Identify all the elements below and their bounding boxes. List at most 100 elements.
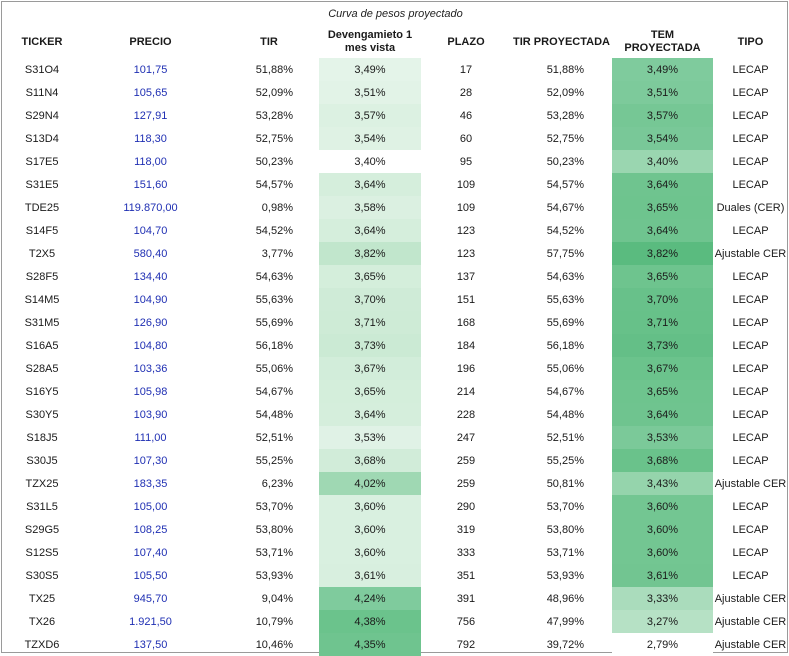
- cell-ticker: S30J5: [26, 454, 58, 467]
- table-row: T2X5 580,40 3,77% 3,82% 123 57,75% 3,82% Ajusta…: [2, 242, 788, 265]
- cell-tir: 53,80%: [255, 523, 293, 536]
- cell-tir-proyectada: 55,06%: [546, 362, 584, 375]
- cell-precio: 104,80: [133, 339, 168, 352]
- table-row: S30J5 107,30 55,25% 3,68% 259 55,25% 3,68% LECA…: [2, 449, 788, 472]
- cell-precio: 111,00: [134, 431, 167, 444]
- cell-tem-proyectada: 3,67%: [612, 357, 713, 380]
- cell-tem-proyectada: 3,65%: [612, 380, 713, 403]
- cell-devengamiento: 4,02%: [319, 472, 421, 495]
- cell-tipo: LECAP: [732, 316, 769, 329]
- cell-precio: 119.870,00: [123, 201, 178, 214]
- table-row: S13D4 118,30 52,75% 3,54% 60 52,75% 3,54% LECAP: [2, 127, 788, 150]
- cell-precio: 127,91: [133, 109, 168, 122]
- cell-tir-proyectada: 55,25%: [546, 454, 584, 467]
- cell-tir: 54,67%: [255, 385, 293, 398]
- cell-ticker: TX26: [28, 615, 56, 628]
- table-row: S28A5 103,36 55,06% 3,67% 196 55,06% 3,67% LECA…: [2, 357, 788, 380]
- cell-tipo: LECAP: [732, 270, 769, 283]
- table-row: S18J5 111,00 52,51% 3,53% 247 52,51% 3,53% LECA…: [2, 426, 788, 449]
- cell-ticker: S18J5: [26, 431, 58, 444]
- cell-ticker: TZX25: [25, 477, 59, 490]
- cell-tipo: Duales (CER): [716, 201, 785, 214]
- cell-tir: 10,46%: [255, 638, 293, 651]
- cell-tir: 54,48%: [255, 408, 293, 421]
- header-row: TICKER PRECIO TIR Devengamieto 1 mes vis…: [2, 26, 788, 58]
- cell-tipo: LECAP: [732, 155, 769, 168]
- cell-plazo: 168: [456, 316, 476, 329]
- bond-curve-table: TICKER PRECIO TIR Devengamieto 1 mes vis…: [2, 26, 788, 656]
- cell-tipo: LECAP: [732, 431, 769, 444]
- cell-tir-proyectada: 55,63%: [546, 293, 584, 306]
- cell-tipo: LECAP: [732, 86, 769, 99]
- table-row: S30Y5 103,90 54,48% 3,64% 228 54,48% 3,64% LECA…: [2, 403, 788, 426]
- header-tir-proyectada: TIR PROYECTADA: [513, 35, 610, 48]
- cell-precio: 103,90: [133, 408, 168, 421]
- cell-tir-proyectada: 54,63%: [546, 270, 584, 283]
- cell-tem-proyectada: 3,57%: [612, 104, 713, 127]
- cell-plazo: 290: [456, 500, 476, 513]
- cell-tem-proyectada: 3,60%: [612, 541, 713, 564]
- cell-tipo: Ajustable CER: [714, 615, 787, 628]
- table-row: S29G5 108,25 53,80% 3,60% 319 53,80% 3,60% LECA…: [2, 518, 788, 541]
- cell-plazo: 184: [456, 339, 476, 352]
- cell-ticker: S16A5: [25, 339, 59, 352]
- cell-ticker: S13D4: [25, 132, 59, 145]
- cell-tir-proyectada: 54,67%: [546, 385, 584, 398]
- cell-tem-proyectada: 2,79%: [612, 633, 713, 656]
- cell-tipo: Ajustable CER: [714, 247, 787, 260]
- cell-tipo: LECAP: [732, 109, 769, 122]
- table-row: S12S5 107,40 53,71% 3,60% 333 53,71% 3,60% LECA…: [2, 541, 788, 564]
- cell-tir-proyectada: 56,18%: [546, 339, 584, 352]
- table-row: TDE25 119.870,00 0,98% 3,58% 109 54,67% 3,65% D…: [2, 196, 788, 219]
- cell-tir-proyectada: 55,69%: [546, 316, 584, 329]
- cell-precio: 101,75: [133, 63, 168, 76]
- cell-plazo: 259: [456, 454, 476, 467]
- cell-tipo: LECAP: [732, 339, 769, 352]
- cell-devengamiento: 3,82%: [319, 242, 421, 265]
- cell-tir-proyectada: 54,52%: [546, 224, 584, 237]
- cell-tipo: LECAP: [732, 385, 769, 398]
- cell-plazo: 196: [456, 362, 476, 375]
- cell-devengamiento: 4,24%: [319, 587, 421, 610]
- cell-tipo: Ajustable CER: [714, 592, 787, 605]
- header-tem-proyectada: TEM PROYECTADA: [624, 29, 701, 54]
- cell-tem-proyectada: 3,65%: [612, 265, 713, 288]
- cell-tem-proyectada: 3,64%: [612, 173, 713, 196]
- cell-precio: 1.921,50: [129, 615, 172, 628]
- cell-tir: 6,23%: [261, 477, 293, 490]
- cell-devengamiento: 3,68%: [319, 449, 421, 472]
- cell-tem-proyectada: 3,71%: [612, 311, 713, 334]
- cell-plazo: 123: [456, 224, 476, 237]
- table-row: S28F5 134,40 54,63% 3,65% 137 54,63% 3,65% LECA…: [2, 265, 788, 288]
- cell-tipo: Ajustable CER: [714, 638, 787, 651]
- header-tipo: TIPO: [737, 35, 764, 48]
- cell-devengamiento: 3,64%: [319, 219, 421, 242]
- cell-tir: 54,63%: [255, 270, 293, 283]
- cell-tir: 0,98%: [261, 201, 293, 214]
- cell-ticker: S14F5: [25, 224, 59, 237]
- cell-devengamiento: 4,35%: [319, 633, 421, 656]
- cell-tipo: LECAP: [732, 546, 769, 559]
- cell-plazo: 756: [456, 615, 476, 628]
- cell-plazo: 228: [456, 408, 476, 421]
- cell-ticker: S30S5: [25, 569, 59, 582]
- cell-precio: 105,50: [133, 569, 168, 582]
- header-ticker: TICKER: [21, 35, 63, 48]
- cell-tipo: LECAP: [732, 63, 769, 76]
- table-row: S31E5 151,60 54,57% 3,64% 109 54,57% 3,64% LECA…: [2, 173, 788, 196]
- table-body: S31O4 101,75 51,88% 3,49% 17 51,88% 3,49% LECAP…: [2, 58, 788, 656]
- cell-tir-proyectada: 57,75%: [546, 247, 584, 260]
- cell-tir-proyectada: 53,70%: [546, 500, 584, 513]
- cell-ticker: S12S5: [25, 546, 59, 559]
- cell-tipo: LECAP: [732, 500, 769, 513]
- cell-tir: 9,04%: [261, 592, 293, 605]
- cell-devengamiento: 3,67%: [319, 357, 421, 380]
- header-dev-line1: Devengamieto 1: [327, 29, 413, 41]
- cell-tir: 52,51%: [255, 431, 293, 444]
- cell-ticker: S31E5: [25, 178, 59, 191]
- cell-precio: 105,98: [133, 385, 168, 398]
- cell-tir-proyectada: 52,51%: [546, 431, 584, 444]
- cell-precio: 945,70: [133, 592, 168, 605]
- cell-tir: 53,71%: [255, 546, 293, 559]
- cell-tir: 55,25%: [255, 454, 293, 467]
